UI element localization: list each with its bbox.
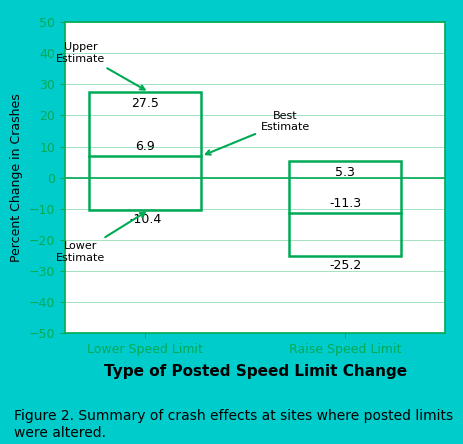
Text: 27.5: 27.5 (131, 97, 159, 110)
Bar (288, 161, 400, 256)
Y-axis label: Percent Change in Crashes: Percent Change in Crashes (10, 93, 23, 262)
Text: Upper
Estimate: Upper Estimate (56, 43, 144, 90)
Bar (89, 92, 200, 210)
Text: Best
Estimate: Best Estimate (206, 111, 309, 155)
Text: -25.2: -25.2 (328, 259, 361, 272)
Text: Lower
Estimate: Lower Estimate (56, 213, 144, 263)
Text: 5.3: 5.3 (335, 166, 355, 179)
Text: -11.3: -11.3 (329, 197, 361, 210)
Text: Figure 2. Summary of crash effects at sites where posted limits
were altered.: Figure 2. Summary of crash effects at si… (14, 409, 452, 440)
Text: -10.4: -10.4 (129, 213, 161, 226)
X-axis label: Type of Posted Speed Limit Change: Type of Posted Speed Limit Change (103, 364, 406, 379)
Text: 6.9: 6.9 (135, 140, 155, 153)
